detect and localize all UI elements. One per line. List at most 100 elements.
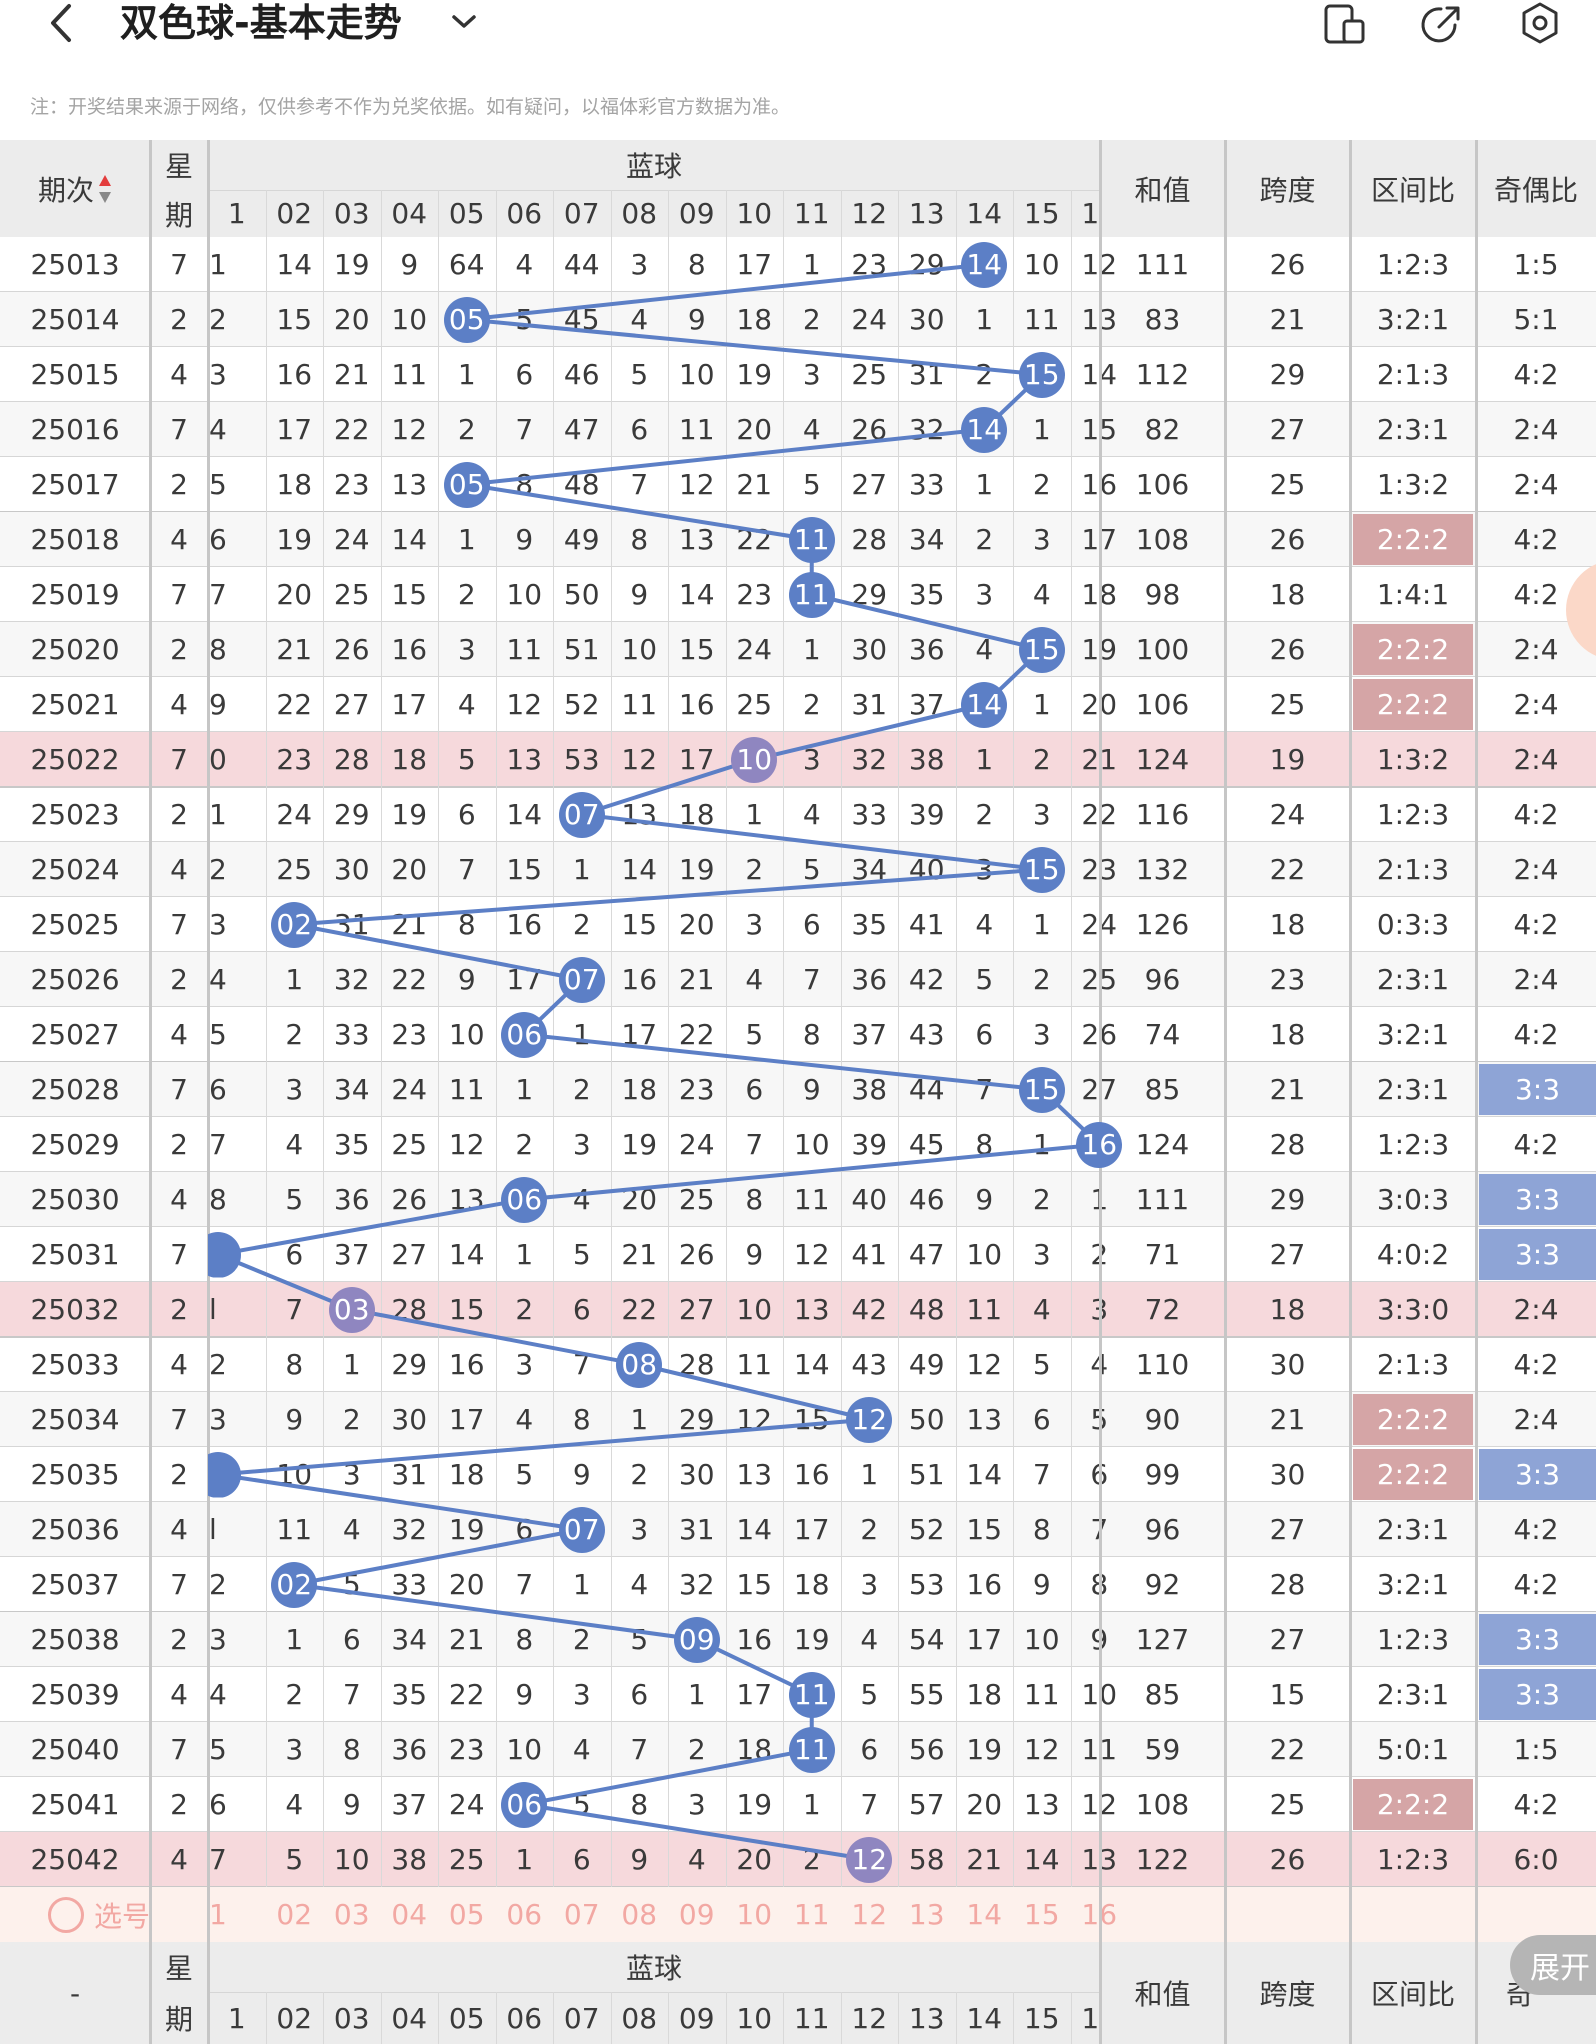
title-dropdown-button[interactable]	[448, 6, 480, 38]
blue-number-cell: 33	[333, 1018, 370, 1051]
page-title[interactable]: 双色球-基本走势	[120, 1, 402, 45]
table-row[interactable]: 2502573023121816215203635414124126180:3:…	[0, 897, 1596, 952]
blue-number-cell: 18	[391, 743, 428, 776]
footer-blue-number: 11	[783, 1992, 841, 2044]
back-button[interactable]	[40, 0, 84, 46]
blue-number-cell: 2	[745, 853, 764, 886]
table-row[interactable]: 25035211033118592301316151147699302:2:23…	[0, 1447, 1596, 1502]
table-row[interactable]: 250382316342182509161945417109127271:2:3…	[0, 1612, 1596, 1667]
blue-number-cell: 19	[621, 1128, 658, 1161]
select-blue-number[interactable]: 13	[908, 1898, 945, 1931]
select-blue-number[interactable]: 02	[276, 1898, 313, 1931]
zone-ratio-cell: 2:3:1	[1376, 1678, 1450, 1711]
table-row[interactable]: 250364l11432196073311417252158796272:3:1…	[0, 1502, 1596, 1557]
expand-button[interactable]: 展开	[1510, 1935, 1596, 1995]
blue-number-cell: 17	[448, 1403, 485, 1436]
blue-number-cell: 11	[1023, 303, 1060, 336]
blue-number-cell: 21	[391, 908, 428, 941]
sort-arrows-icon[interactable]	[98, 174, 112, 204]
select-blue-number[interactable]: 1	[209, 1898, 227, 1931]
select-blue-number[interactable]: 08	[621, 1898, 658, 1931]
week-cell: 4	[170, 1183, 188, 1216]
table-row[interactable]: 25015431621111646510193253121514112292:1…	[0, 347, 1596, 402]
table-row[interactable]: 25037720253320714321518353169892283:2:14…	[0, 1557, 1596, 1612]
odd-even-cell: 2:4	[1513, 743, 1559, 776]
table-row[interactable]: 250317163727141521269124147103271274:0:2…	[0, 1227, 1596, 1282]
odd-even-cell: 2:4	[1513, 413, 1559, 446]
table-row[interactable]: 2502149222717412521116252313714120106252…	[0, 677, 1596, 732]
table-row[interactable]: 25018461924141949813221128342317108262:2…	[0, 512, 1596, 567]
table-row[interactable]: 2503048536261306420258114046921111293:0:…	[0, 1172, 1596, 1227]
table-row[interactable]: 250412649372406583191757201312108252:2:2…	[0, 1777, 1596, 1832]
select-blue-number[interactable]: 06	[506, 1898, 543, 1931]
blue-number-cell: 6	[975, 1018, 994, 1051]
blue-number-cell: 27	[851, 468, 888, 501]
blue-number-cell: 5	[342, 1568, 361, 1601]
select-blue-number[interactable]: 09	[678, 1898, 715, 1931]
select-blue-number[interactable]: 04	[391, 1898, 428, 1931]
blue-number-cell: 15	[736, 1568, 773, 1601]
zone-ratio-tag: 2:2:2	[1353, 1779, 1473, 1830]
blue-number-cell: 14	[391, 523, 428, 556]
zone-ratio-cell: 0:3:3	[1376, 908, 1450, 941]
blue-number-cell: 25	[333, 578, 370, 611]
table-row[interactable]: 250274523323100611722583743632674183:2:1…	[0, 1007, 1596, 1062]
blue-number-cell: 12	[736, 1403, 773, 1436]
blue-number-cell: 16	[506, 908, 543, 941]
sum-cell: 122	[1135, 1843, 1190, 1876]
blue-number-cell: 10	[1023, 248, 1060, 281]
period-cell: 25032	[30, 1293, 120, 1326]
device-switch-button[interactable]	[1322, 2, 1368, 46]
select-blue-number[interactable]: 12	[851, 1898, 888, 1931]
blue-number-cell: 07	[563, 963, 600, 996]
blue-number-cell: 8	[285, 1348, 304, 1381]
table-row[interactable]: 2504247510382516942021258211413122261:2:…	[0, 1832, 1596, 1887]
table-row[interactable]: 250287633424111218236938447152785212:3:1…	[0, 1062, 1596, 1117]
blue-number-cell: 1	[209, 1458, 227, 1491]
select-blue-number[interactable]: 14	[966, 1898, 1003, 1931]
select-number-label[interactable]: 选号	[94, 1899, 151, 1933]
table-row[interactable]: 2501674172212274761120426321411582272:3:…	[0, 402, 1596, 457]
select-blue-number[interactable]: 11	[793, 1898, 830, 1931]
table-row[interactable]: 250407538362310472181165619121159225:0:1…	[0, 1722, 1596, 1777]
blue-number-cell: 14	[678, 578, 715, 611]
table-row[interactable]: 2502028212616311511015241303641519100262…	[0, 622, 1596, 677]
table-row[interactable]: 25023212429196140713181433392322116241:2…	[0, 787, 1596, 842]
table-row[interactable]: 250227023281851353121710332381221124191:…	[0, 732, 1596, 787]
select-blue-number[interactable]: 15	[1023, 1898, 1060, 1931]
blue-number-cell: 2	[975, 358, 994, 391]
zone-ratio-cell: 3:2:1	[1376, 1018, 1450, 1051]
settings-button[interactable]	[1518, 0, 1562, 46]
radio-circle-icon[interactable]	[48, 1897, 84, 1933]
table-row[interactable]: 250262413222917071621473642522596232:3:1…	[0, 952, 1596, 1007]
select-blue-number[interactable]: 03	[333, 1898, 370, 1931]
select-blue-number[interactable]: 05	[448, 1898, 485, 1931]
blue-number-cell: 50	[563, 578, 600, 611]
share-button[interactable]	[1418, 2, 1464, 46]
blue-number-cell: 12	[506, 688, 543, 721]
table-row[interactable]: 250322l703281526222710134248114372183:3:…	[0, 1282, 1596, 1337]
blue-number-cell: 4	[209, 963, 227, 996]
span-cell: 29	[1269, 358, 1306, 391]
table-row[interactable]: 2502927435251223192471039458116124281:2:…	[0, 1117, 1596, 1172]
period-header[interactable]: 期次	[0, 140, 150, 237]
period-cell: 25038	[30, 1623, 120, 1656]
table-row[interactable]: 25019772025152105091423112935341898181:4…	[0, 567, 1596, 622]
odd-even-cell: 4:2	[1513, 1348, 1559, 1381]
select-blue-number[interactable]: 10	[736, 1898, 773, 1931]
table-row[interactable]: 25017251823130584871221527331216106251:3…	[0, 457, 1596, 512]
span-cell: 24	[1269, 798, 1306, 831]
blue-number-cell: 8	[975, 1128, 994, 1161]
table-row[interactable]: 25024422530207151141925344031523132222:1…	[0, 842, 1596, 897]
select-blue-number[interactable]: 07	[563, 1898, 600, 1931]
table-row[interactable]: 25034739230174812912151250136590212:2:22…	[0, 1392, 1596, 1447]
table-row[interactable]: 2501422152010055454918224301111383213:2:…	[0, 292, 1596, 347]
app-header: 双色球-基本走势	[0, 0, 1596, 52]
table-row[interactable]: 25039442735229361171155518111085152:3:13…	[0, 1667, 1596, 1722]
blue-number-cell: 2	[1032, 1183, 1051, 1216]
blue-number-cell: 10	[333, 1843, 370, 1876]
select-number-row[interactable]: 选号1020304050607080910111213141516	[0, 1887, 1596, 1942]
table-row[interactable]: 2503342812916370828111443491254110302:1:…	[0, 1337, 1596, 1392]
table-row[interactable]: 25013711419964444381712329141012111261:2…	[0, 237, 1596, 292]
odd-even-cell: 2:4	[1513, 688, 1559, 721]
